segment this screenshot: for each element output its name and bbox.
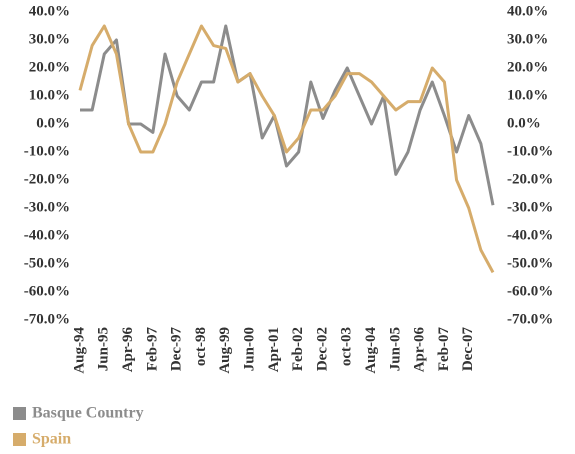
y2-tick-label: 30.0% xyxy=(507,31,548,47)
legend-label: Spain xyxy=(32,431,71,448)
y-tick-label: 10.0% xyxy=(29,87,70,103)
legend-swatch xyxy=(13,433,26,446)
legend-swatch xyxy=(13,407,26,420)
y2-tick-label: 0.0% xyxy=(507,115,541,131)
legend-label: Basque Country xyxy=(32,405,144,422)
y2-tick-label: 40.0% xyxy=(507,3,548,19)
x-tick-label: Jun-05 xyxy=(387,327,403,371)
series-line xyxy=(78,24,495,274)
y2-tick-label: -30.0% xyxy=(507,199,553,215)
y-tick-label: -40.0% xyxy=(24,227,70,243)
x-tick-label: Apr-01 xyxy=(266,327,282,372)
x-tick-label: Aug-04 xyxy=(363,327,379,374)
y2-tick-label: 10.0% xyxy=(507,87,548,103)
x-tick-label: Aug-99 xyxy=(217,327,233,374)
x-tick-label: Feb-02 xyxy=(290,327,306,371)
x-tick-label: Jun-95 xyxy=(96,327,112,371)
y-tick-label: 0.0% xyxy=(36,115,70,131)
x-tick-label: Apr-06 xyxy=(412,327,428,373)
x-tick-label: oct-03 xyxy=(339,327,355,366)
y2-tick-label: -40.0% xyxy=(507,227,553,243)
x-tick-label: Feb-07 xyxy=(436,327,452,372)
x-tick-label: oct-98 xyxy=(193,327,209,366)
x-tick-label: Jun-00 xyxy=(241,327,257,371)
y2-tick-label: -10.0% xyxy=(507,143,553,159)
y-tick-label: 40.0% xyxy=(29,3,70,19)
x-tick-label: Dec-02 xyxy=(314,327,330,371)
y-tick-label: -60.0% xyxy=(24,283,70,299)
x-tick-label: Feb-97 xyxy=(144,327,160,372)
y-tick-label: -30.0% xyxy=(24,199,70,215)
x-tick-label: Dec-97 xyxy=(169,327,185,372)
y2-tick-label: -50.0% xyxy=(507,255,553,271)
y-tick-label: 20.0% xyxy=(29,59,70,75)
y2-tick-label: -20.0% xyxy=(507,171,553,187)
y-tick-label: -20.0% xyxy=(24,171,70,187)
y2-tick-label: 20.0% xyxy=(507,59,548,75)
y2-tick-label: -70.0% xyxy=(507,311,553,327)
x-tick-label: Aug-94 xyxy=(71,327,87,374)
x-tick-label: Apr-96 xyxy=(120,327,136,373)
series-line xyxy=(80,24,495,206)
x-tick-label: Dec-07 xyxy=(460,327,476,372)
y-tick-label: -50.0% xyxy=(24,255,70,271)
y-tick-label: -70.0% xyxy=(24,311,70,327)
y-tick-label: 30.0% xyxy=(29,31,70,47)
y-tick-label: -10.0% xyxy=(24,143,70,159)
y2-tick-label: -60.0% xyxy=(507,283,553,299)
